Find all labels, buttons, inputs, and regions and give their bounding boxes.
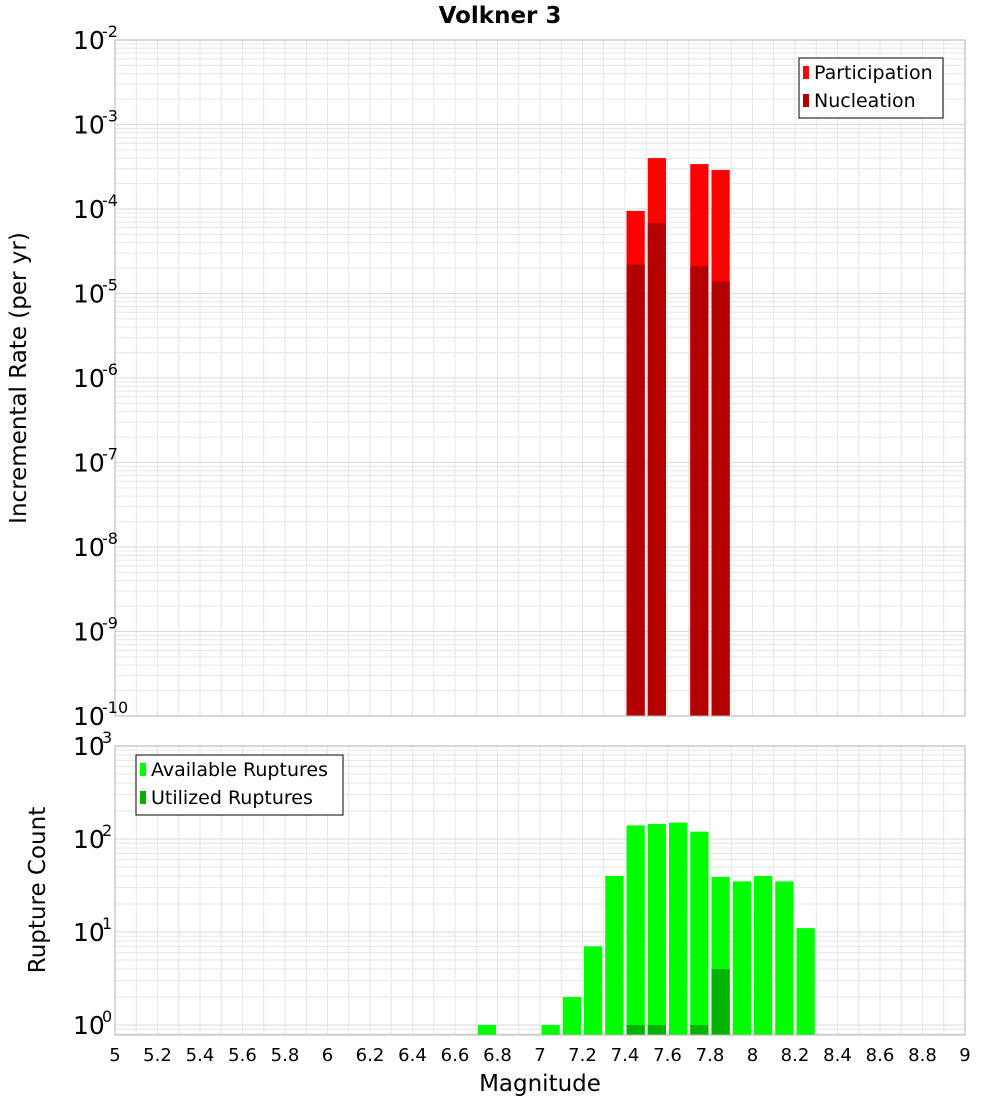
y-tick-exponent: -10 — [102, 698, 128, 717]
y-tick-label: 10 — [73, 918, 105, 947]
y-tick-label: 10 — [73, 1011, 105, 1040]
x-tick-label: 5 — [109, 1045, 120, 1066]
utilized-ruptures-bar — [690, 1024, 709, 1035]
available-legend-swatch — [140, 763, 146, 776]
rate-legend: Participation Nucleation — [798, 57, 944, 119]
x-tick-label: 6.2 — [356, 1045, 385, 1066]
y-tick-label: 10 — [73, 111, 105, 140]
y-tick-label: 10 — [73, 702, 105, 731]
x-tick-label: 5.8 — [271, 1045, 300, 1066]
y-tick-exponent: -5 — [102, 276, 118, 295]
utilized-ruptures-bar — [711, 968, 730, 1035]
nucleation-bar — [647, 223, 666, 716]
y-tick-label: 10 — [73, 26, 105, 55]
y-tick-exponent: -3 — [102, 107, 118, 126]
count-y-axis-label: Rupture Count — [25, 807, 51, 973]
nucleation-bar — [690, 266, 709, 716]
nucleation-bar — [711, 281, 730, 716]
available-ruptures-bar — [775, 881, 794, 1035]
count-legend: Available Ruptures Utilized Ruptures — [135, 754, 344, 816]
rate-y-axis-label: Incremental Rate (per yr) — [6, 232, 32, 524]
y-tick-label: 10 — [73, 825, 105, 854]
y-tick-exponent: 1 — [102, 914, 112, 933]
nucleation-bar — [626, 264, 645, 716]
available-ruptures-bar — [605, 875, 624, 1035]
rate-bars — [626, 158, 730, 717]
y-tick-exponent: -2 — [102, 22, 118, 41]
y-tick-label: 10 — [73, 732, 105, 761]
utilized-legend-swatch — [140, 791, 146, 804]
count-plot-frame — [114, 745, 966, 1036]
x-tick-label: 6.6 — [441, 1045, 470, 1066]
y-tick-label: 10 — [73, 195, 105, 224]
participation-legend-label: Participation — [814, 62, 933, 84]
x-tick-label: 8.2 — [781, 1045, 810, 1066]
count-bars — [477, 822, 815, 1035]
x-tick-label: 7.6 — [653, 1045, 682, 1066]
participation-legend-swatch — [803, 66, 809, 79]
x-tick-label: 8.6 — [866, 1045, 895, 1066]
available-ruptures-bar — [541, 1024, 560, 1035]
rate-legend-box — [798, 57, 944, 119]
x-tick-label: 7.2 — [568, 1045, 597, 1066]
y-tick-exponent: -4 — [102, 191, 118, 210]
y-tick-label: 10 — [73, 618, 105, 647]
chart-title: Volkner 3 — [439, 3, 562, 29]
available-ruptures-bar — [562, 996, 581, 1035]
available-ruptures-bar — [626, 825, 645, 1035]
x-tick-label: 6.8 — [483, 1045, 512, 1066]
x-tick-label: 5.4 — [186, 1045, 215, 1066]
available-ruptures-bar — [796, 928, 815, 1035]
utilized-ruptures-bar — [626, 1024, 645, 1035]
x-tick-labels: 5 5.2 5.4 5.6 5.8 6 6.2 6.4 6.6 6.8 7 7.2 7.4 7.6 7.8 8… — [109, 1045, 970, 1066]
y-tick-label: 10 — [73, 364, 105, 393]
available-ruptures-bar — [647, 823, 666, 1035]
x-tick-label: 9 — [959, 1045, 970, 1066]
x-tick-label: 7.8 — [696, 1045, 725, 1066]
rate-grid — [114, 39, 966, 717]
y-tick-exponent: -8 — [102, 529, 118, 548]
rate-plot-frame — [114, 39, 966, 717]
utilized-ruptures-bar — [647, 1024, 666, 1035]
count-legend-box — [135, 754, 344, 816]
available-ruptures-bar — [477, 1024, 496, 1035]
y-tick-label: 10 — [73, 449, 105, 478]
y-tick-exponent: -7 — [102, 445, 118, 464]
x-tick-label: 8.4 — [823, 1045, 852, 1066]
x-tick-label: 8 — [747, 1045, 758, 1066]
x-tick-label: 5.2 — [143, 1045, 172, 1066]
y-tick-exponent: 2 — [102, 821, 112, 840]
available-ruptures-bar — [584, 946, 603, 1035]
available-legend-label: Available Ruptures — [151, 759, 328, 781]
x-tick-label: 7 — [534, 1045, 545, 1066]
x-axis-label: Magnitude — [479, 1071, 601, 1097]
x-tick-label: 7.4 — [611, 1045, 640, 1066]
x-tick-label: 8.8 — [908, 1045, 937, 1066]
available-ruptures-bar — [669, 822, 688, 1035]
x-tick-label: 6 — [322, 1045, 333, 1066]
available-ruptures-bar — [690, 831, 709, 1035]
available-ruptures-bar — [732, 881, 751, 1035]
y-tick-exponent: 3 — [102, 728, 112, 747]
available-ruptures-bar — [754, 875, 773, 1035]
y-tick-label: 10 — [73, 533, 105, 562]
x-tick-label: 6.4 — [398, 1045, 427, 1066]
y-tick-label: 10 — [73, 280, 105, 309]
y-tick-exponent: -9 — [102, 614, 118, 633]
utilized-legend-label: Utilized Ruptures — [151, 787, 313, 809]
y-tick-exponent: -6 — [102, 360, 118, 379]
x-tick-label: 5.6 — [228, 1045, 257, 1066]
nucleation-legend-label: Nucleation — [814, 90, 916, 112]
y-tick-exponent: 0 — [102, 1007, 112, 1026]
nucleation-legend-swatch — [803, 94, 809, 107]
